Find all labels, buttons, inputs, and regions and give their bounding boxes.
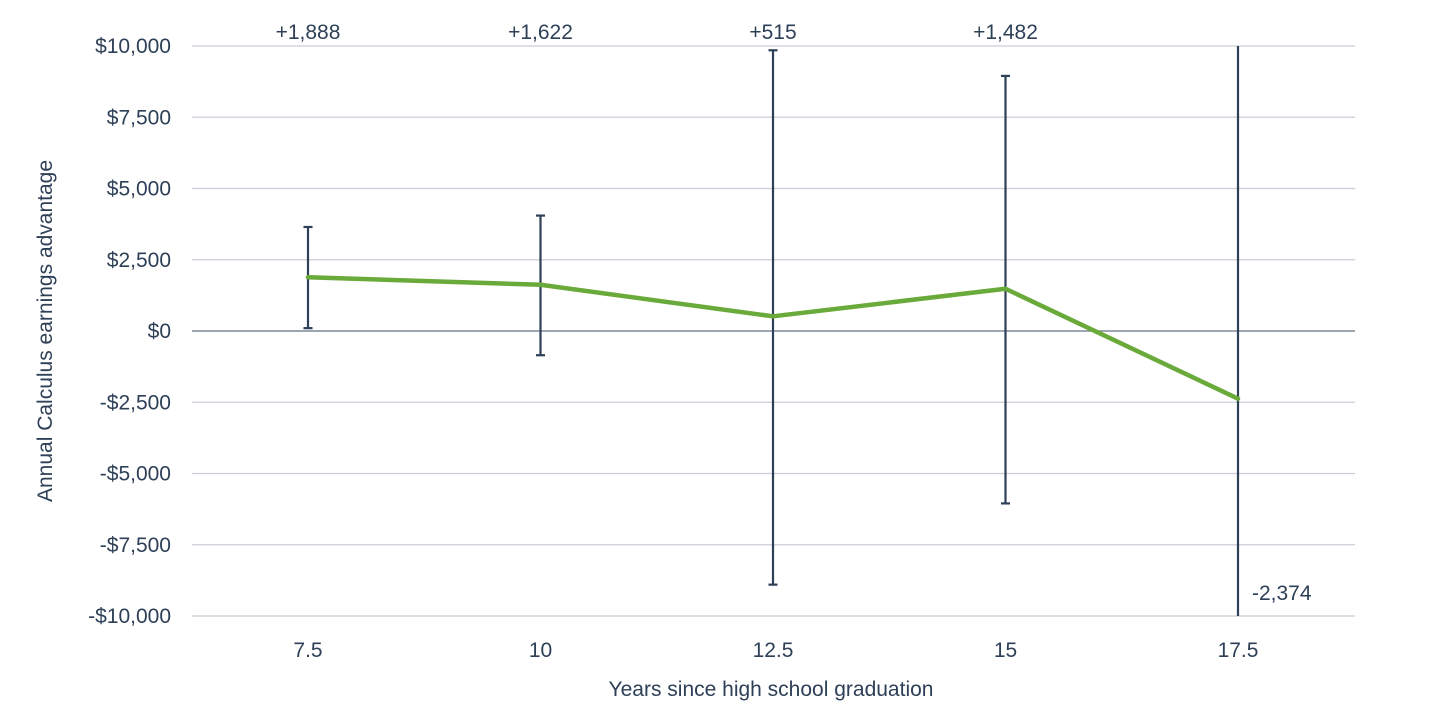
data-labels: +1,888 +1,622 +515 +1,482 -2,374 [276, 21, 1312, 605]
y-tick-label: -$5,000 [100, 463, 171, 486]
y-axis-ticks: $10,000 $7,500 $5,000 $2,500 $0 -$2,500 -$5,00… [88, 35, 171, 628]
y-axis-title: Annual Calculus earnings advantage [34, 160, 57, 502]
y-tick-label: $7,500 [107, 106, 171, 129]
y-tick-label: -$10,000 [88, 605, 171, 628]
y-tick-label: -$7,500 [100, 534, 171, 557]
y-tick-label: -$2,500 [100, 391, 171, 414]
x-tick-label: 7.5 [293, 639, 322, 662]
x-tick-label: 10 [529, 639, 552, 662]
series-line-group [305, 274, 1241, 401]
data-label: -2,374 [1252, 582, 1312, 605]
y-tick-label: $0 [148, 320, 171, 343]
data-label: +1,622 [508, 21, 573, 44]
x-tick-label: 12.5 [753, 639, 794, 662]
data-label: +1,482 [973, 21, 1038, 44]
y-tick-label: $2,500 [107, 249, 171, 272]
x-tick-label: 17.5 [1218, 639, 1259, 662]
y-tick-label: $10,000 [95, 35, 171, 58]
data-label: +1,888 [276, 21, 341, 44]
data-label: +515 [749, 21, 796, 44]
x-axis-ticks: 7.5 10 12.5 15 17.5 [293, 639, 1258, 662]
series-line [305, 274, 1241, 401]
y-tick-label: $5,000 [107, 178, 171, 201]
x-tick-label: 15 [994, 639, 1017, 662]
x-axis-title: Years since high school graduation [609, 678, 934, 701]
